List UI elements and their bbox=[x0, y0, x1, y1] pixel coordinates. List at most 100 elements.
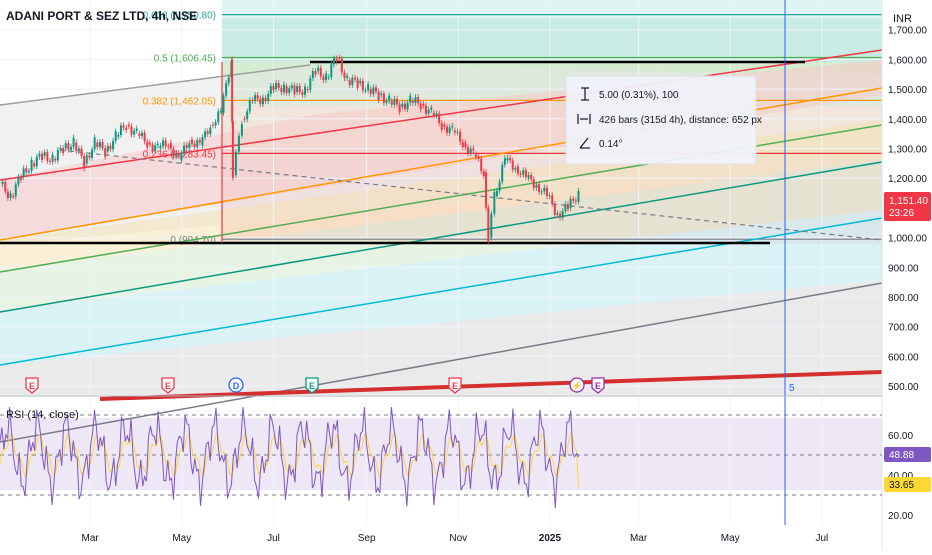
candle-body bbox=[551, 195, 554, 205]
candle-body bbox=[196, 140, 199, 147]
event-marker[interactable]: E bbox=[591, 377, 605, 394]
rsi-bands bbox=[0, 414, 882, 496]
candle-body bbox=[351, 77, 354, 86]
rsi-tick-label: 40.00 bbox=[888, 471, 913, 482]
rsi-ma-value-badge: 33.65 bbox=[884, 477, 931, 492]
candle-body bbox=[443, 124, 446, 127]
candle-body bbox=[322, 76, 325, 81]
event-marker[interactable]: E bbox=[305, 377, 319, 394]
candle-body bbox=[169, 142, 172, 149]
candle-body bbox=[485, 172, 488, 208]
candle-body bbox=[267, 93, 270, 102]
candle-body bbox=[27, 171, 30, 173]
candle-body bbox=[527, 174, 530, 179]
candle-body bbox=[566, 204, 569, 210]
price-tick-label: 700.00 bbox=[888, 323, 919, 334]
candle-body bbox=[545, 187, 548, 197]
candle-body bbox=[335, 58, 338, 62]
candle-body bbox=[130, 126, 133, 135]
event-markers: E E D E E ⚡ E bbox=[25, 377, 605, 394]
candle-body bbox=[577, 191, 580, 202]
currency-label[interactable]: INR bbox=[893, 13, 912, 25]
candle-body bbox=[119, 125, 122, 135]
candle-body bbox=[432, 112, 435, 116]
candle-body bbox=[493, 192, 496, 214]
candle-body bbox=[167, 146, 170, 148]
candle-body bbox=[419, 103, 422, 110]
candle-body bbox=[214, 122, 217, 126]
candle-body bbox=[251, 100, 254, 102]
candle-body bbox=[422, 103, 425, 106]
event-marker[interactable]: ⚡ bbox=[569, 377, 585, 393]
time-tick-label: Sep bbox=[358, 533, 376, 544]
candle-body bbox=[503, 158, 506, 165]
candle-body bbox=[348, 80, 351, 86]
candle-body bbox=[67, 143, 70, 150]
price-axis[interactable]: 1,700.00 1,600.00 1,500.00 1,400.00 1,300.00… bbox=[888, 26, 927, 393]
candle-body bbox=[409, 95, 412, 103]
candle-body bbox=[561, 211, 564, 218]
fib-level-label: 0 (994.70) bbox=[170, 235, 216, 246]
candle-body bbox=[277, 83, 280, 88]
candle-body bbox=[298, 86, 301, 93]
candle-body bbox=[56, 149, 59, 161]
candle-body bbox=[106, 145, 109, 152]
candle-body bbox=[264, 98, 267, 102]
rsi-value-badge: 48.88 bbox=[884, 447, 931, 462]
candle-body bbox=[240, 123, 243, 136]
event-marker[interactable]: E bbox=[448, 377, 462, 394]
candle-body bbox=[12, 196, 15, 198]
candle-body bbox=[414, 97, 417, 103]
candle-body bbox=[104, 148, 107, 157]
candle-body bbox=[148, 142, 151, 145]
price-range-icon bbox=[581, 87, 589, 101]
candle-body bbox=[75, 142, 78, 152]
candle-body bbox=[330, 64, 333, 78]
candle-body bbox=[248, 100, 251, 112]
candle-body bbox=[364, 90, 367, 92]
candle-body bbox=[231, 121, 234, 178]
rsi-tick-label: 20.00 bbox=[888, 511, 913, 522]
rsi-band-fill bbox=[0, 418, 882, 490]
candle-body bbox=[282, 84, 285, 93]
candle-body bbox=[472, 148, 475, 151]
candle-body bbox=[122, 125, 125, 128]
event-marker[interactable]: E bbox=[25, 377, 39, 394]
candle-body bbox=[91, 149, 94, 158]
candle-body bbox=[367, 84, 370, 91]
candle-body bbox=[543, 187, 546, 192]
rsi-axis[interactable]: 60.00 40.00 20.00 bbox=[888, 431, 913, 522]
rsi-line bbox=[0, 406, 579, 509]
candle-body bbox=[146, 141, 149, 148]
event-marker[interactable]: E bbox=[161, 377, 175, 394]
time-axis[interactable]: Mar May Jul Sep Nov 2025 Mar May Jul bbox=[82, 533, 829, 544]
candle-body bbox=[54, 158, 57, 161]
candle-body bbox=[69, 146, 72, 150]
candle-body bbox=[495, 190, 498, 197]
candle-body bbox=[538, 184, 541, 193]
candle-body bbox=[138, 133, 141, 137]
candle-body bbox=[6, 191, 9, 198]
candle-body bbox=[467, 147, 470, 154]
candle-body bbox=[564, 204, 567, 212]
candle-body bbox=[209, 127, 212, 135]
event-marker[interactable]: D bbox=[228, 377, 244, 393]
candle-body bbox=[1, 181, 4, 185]
candle-body bbox=[498, 181, 501, 191]
candle-body bbox=[125, 127, 128, 131]
candle-body bbox=[135, 128, 138, 131]
candle-body bbox=[98, 141, 101, 148]
candle-body bbox=[193, 143, 196, 147]
candle-body bbox=[275, 83, 278, 90]
candle-body bbox=[517, 166, 520, 174]
candle-body bbox=[325, 73, 328, 81]
candle-body bbox=[30, 159, 33, 172]
candle-body bbox=[535, 184, 538, 188]
candle-body bbox=[446, 126, 449, 133]
candle-body bbox=[346, 75, 349, 79]
candle-body bbox=[175, 153, 178, 157]
candle-body bbox=[369, 89, 372, 94]
candle-body bbox=[83, 155, 86, 169]
candle-body bbox=[514, 168, 517, 170]
